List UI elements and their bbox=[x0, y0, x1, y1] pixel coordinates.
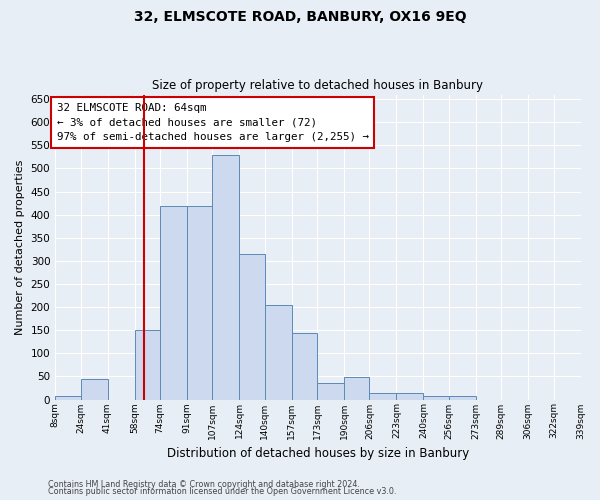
Bar bbox=[424, 396, 449, 400]
X-axis label: Distribution of detached houses by size in Banbury: Distribution of detached houses by size … bbox=[167, 447, 469, 460]
Bar bbox=[160, 206, 187, 400]
Bar bbox=[397, 392, 424, 400]
Bar bbox=[134, 330, 160, 400]
Bar bbox=[55, 396, 80, 400]
Text: Contains HM Land Registry data © Crown copyright and database right 2024.: Contains HM Land Registry data © Crown c… bbox=[48, 480, 360, 489]
Bar bbox=[239, 254, 265, 400]
Bar bbox=[187, 206, 212, 400]
Bar bbox=[317, 384, 344, 400]
Text: 32 ELMSCOTE ROAD: 64sqm
← 3% of detached houses are smaller (72)
97% of semi-det: 32 ELMSCOTE ROAD: 64sqm ← 3% of detached… bbox=[57, 103, 369, 142]
Bar bbox=[265, 305, 292, 400]
Bar bbox=[292, 334, 317, 400]
Bar bbox=[344, 378, 370, 400]
Y-axis label: Number of detached properties: Number of detached properties bbox=[15, 160, 25, 334]
Bar bbox=[370, 392, 397, 400]
Title: Size of property relative to detached houses in Banbury: Size of property relative to detached ho… bbox=[152, 79, 484, 92]
Text: Contains public sector information licensed under the Open Government Licence v3: Contains public sector information licen… bbox=[48, 488, 397, 496]
Bar bbox=[449, 396, 476, 400]
Text: 32, ELMSCOTE ROAD, BANBURY, OX16 9EQ: 32, ELMSCOTE ROAD, BANBURY, OX16 9EQ bbox=[134, 10, 466, 24]
Bar bbox=[80, 379, 107, 400]
Bar bbox=[212, 154, 239, 400]
